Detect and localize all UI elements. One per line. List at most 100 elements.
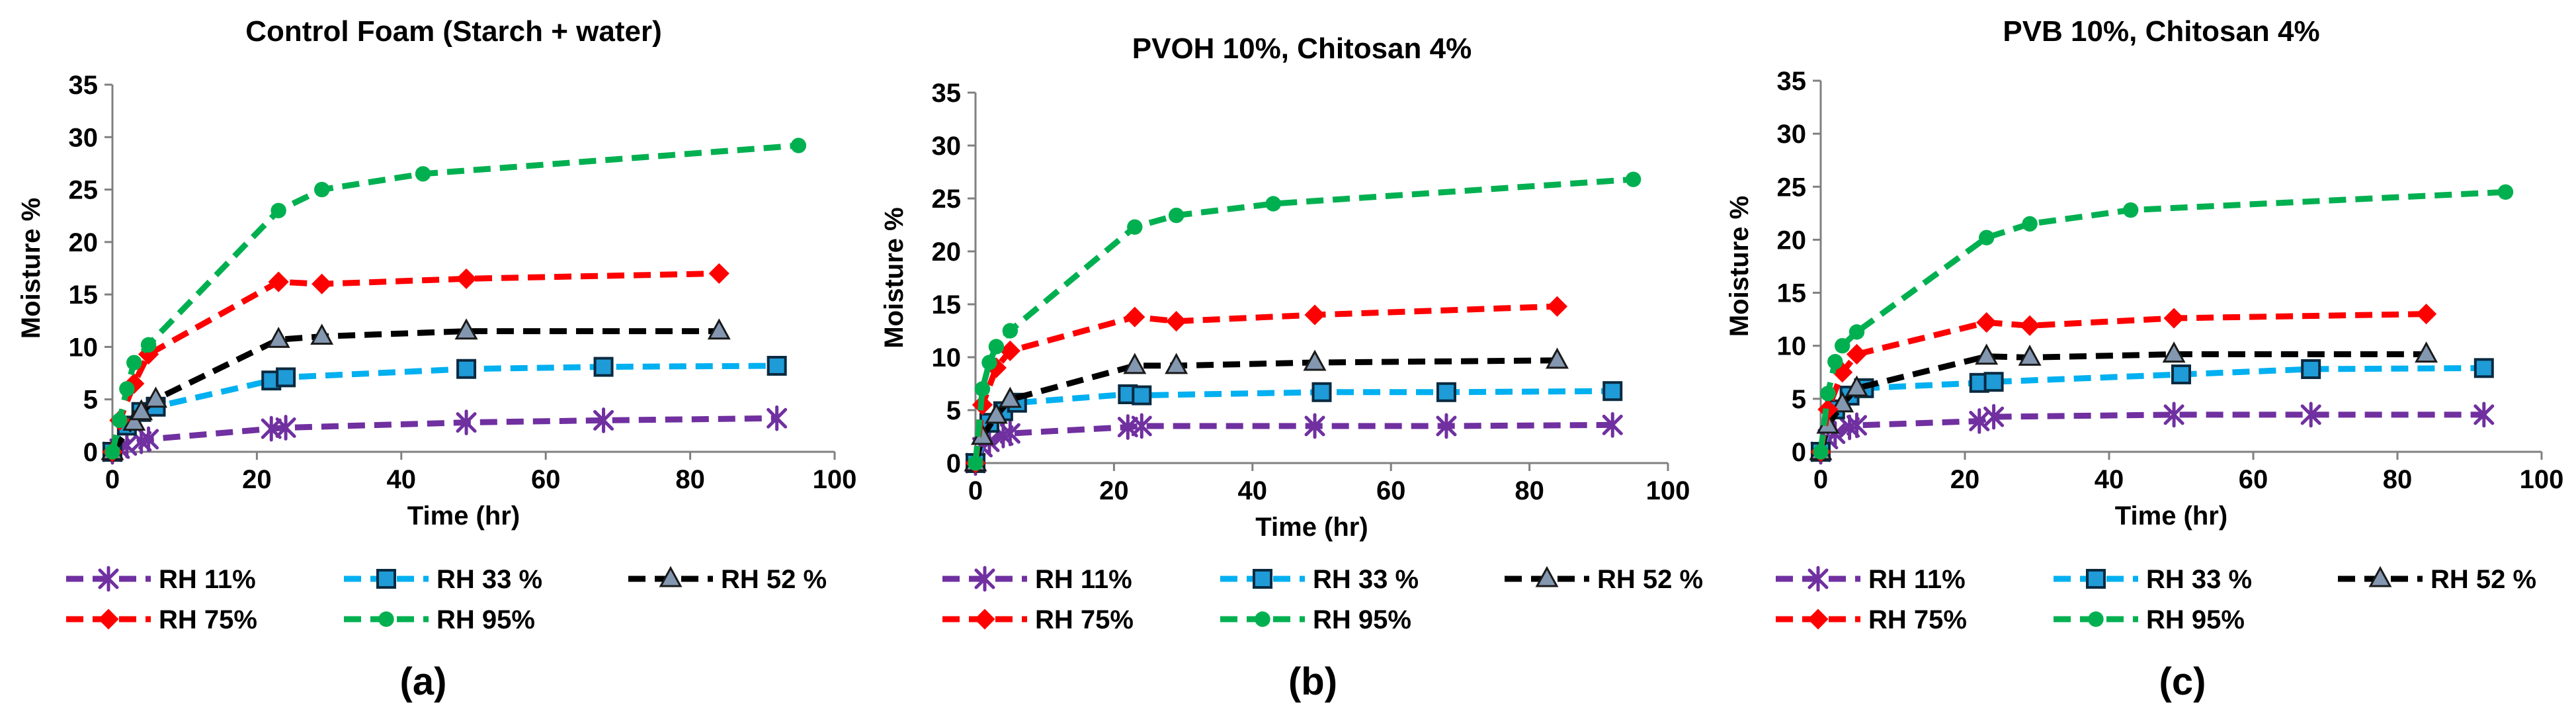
series-line: [972, 176, 1634, 464]
legend-marker: [1535, 566, 1559, 587]
legend-item: RH 95%: [344, 605, 535, 634]
data-point: [140, 337, 157, 353]
data-point: [1002, 323, 1018, 339]
data-point: [999, 420, 1020, 447]
data-point: [968, 455, 983, 471]
data-point: [456, 359, 477, 379]
data-point: [593, 407, 614, 433]
panel-label: (a): [400, 660, 447, 703]
data-point: [1976, 312, 1997, 333]
legend: RH 11% RH 33 % RH 52 % RH 75% RH 95%: [66, 565, 827, 634]
data-point: [1436, 382, 1456, 402]
data-point: [593, 357, 614, 377]
legend-label: RH 52 %: [721, 565, 827, 594]
x-tick-label: 20: [242, 465, 272, 494]
series-rh-11-: [965, 412, 1623, 476]
data-point: [2497, 184, 2514, 200]
series-line: [111, 415, 777, 455]
legend-marker: [974, 609, 995, 630]
data-point: [2416, 304, 2437, 325]
data-point: [415, 166, 431, 182]
data-point: [767, 355, 787, 376]
legend-item: RH 33 %: [2054, 565, 2252, 594]
data-point: [1820, 386, 1836, 402]
legend-label: RH 75%: [1868, 605, 1967, 634]
y-tick-label: 0: [946, 449, 961, 478]
legend-label: RH 33 %: [1313, 565, 1419, 594]
series-line: [110, 363, 777, 454]
x-tick-label: 0: [105, 465, 120, 494]
panel-label: (b): [1288, 660, 1337, 703]
data-point: [1546, 296, 1568, 317]
data-point: [999, 340, 1020, 361]
x-tick-label: 60: [531, 465, 561, 494]
y-tick-label: 5: [1792, 385, 1806, 414]
data-point: [267, 326, 290, 348]
legend-label: RH 11%: [1035, 565, 1132, 594]
data-point: [126, 355, 142, 370]
data-point: [1602, 412, 1623, 438]
y-tick-label: 15: [1777, 279, 1807, 308]
panel-label: (c): [2159, 660, 2206, 703]
y-tick-label: 30: [69, 123, 99, 152]
legend-label: RH 95%: [436, 605, 535, 634]
x-tick-label: 80: [2383, 465, 2413, 494]
series-rh-95-: [968, 171, 1641, 471]
y-axis-label: Moisture %: [17, 198, 46, 339]
data-point: [1131, 413, 1152, 439]
data-point: [1304, 413, 1325, 439]
x-tick-label: 80: [1515, 476, 1544, 505]
chart-title: PVB 10%, Chitosan 4%: [2003, 15, 2319, 48]
data-point: [1127, 219, 1143, 235]
data-point: [1304, 304, 1325, 325]
legend-item: RH 52 %: [628, 565, 827, 594]
x-axis-label: Time (hr): [1255, 513, 1368, 542]
data-point: [708, 263, 729, 284]
data-point: [2163, 308, 2184, 329]
x-tick-label: 40: [1238, 476, 1268, 505]
data-point: [1436, 413, 1457, 439]
legend-label: RH 33 %: [2146, 565, 2252, 594]
y-tick-label: 35: [932, 79, 962, 108]
x-tick-label: 40: [2095, 465, 2124, 494]
data-point: [1975, 343, 1999, 365]
y-axis-label: Moisture %: [880, 207, 909, 348]
legend-label: RH 11%: [159, 565, 256, 594]
data-point: [1849, 324, 1865, 340]
legend-label: RH 95%: [2146, 605, 2245, 634]
legend-item: RH 75%: [66, 605, 257, 634]
data-point: [268, 271, 289, 292]
legend-item: RH 75%: [1776, 605, 1967, 634]
x-tick-label: 60: [1376, 476, 1406, 505]
y-tick-label: 15: [932, 290, 962, 320]
legend-marker: [2368, 566, 2392, 587]
x-tick-label: 100: [813, 465, 857, 494]
x-tick-label: 0: [1813, 465, 1828, 494]
legend-marker: [2088, 611, 2104, 627]
legend-label: RH 75%: [1035, 605, 1134, 634]
legend-item: RH 75%: [942, 605, 1134, 634]
data-point: [313, 181, 330, 198]
y-tick-label: 35: [69, 71, 99, 100]
data-point: [1625, 171, 1641, 187]
y-tick-label: 25: [69, 176, 99, 205]
data-point: [312, 273, 333, 294]
data-point: [2162, 341, 2186, 363]
series-line: [972, 303, 1558, 464]
y-tick-label: 10: [932, 343, 962, 372]
data-point: [1983, 372, 2004, 392]
x-tick-label: 20: [1950, 465, 1980, 494]
y-tick-label: 20: [932, 237, 962, 267]
legend-marker: [98, 609, 119, 630]
legend-marker: [1807, 609, 1829, 630]
y-tick-label: 10: [69, 333, 99, 362]
legend-label: RH 52 %: [1597, 565, 1703, 594]
legend-item: RH 52 %: [1505, 565, 1703, 594]
data-point: [276, 367, 296, 388]
series-line: [1818, 411, 2484, 454]
data-point: [988, 339, 1005, 355]
y-tick-label: 0: [83, 438, 98, 467]
data-point: [1166, 311, 1187, 332]
data-point: [130, 399, 153, 421]
data-point: [104, 444, 120, 460]
